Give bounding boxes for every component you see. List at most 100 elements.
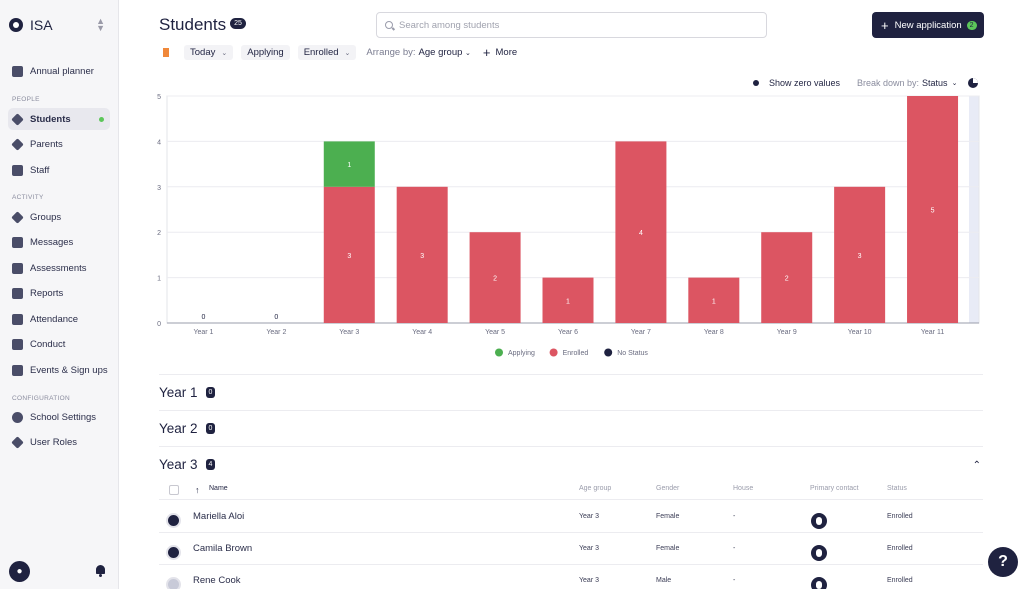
- show-zero-values-toggle[interactable]: Show zero values: [753, 76, 840, 90]
- group-label: Year 3: [159, 457, 198, 472]
- conduct-icon: [12, 338, 23, 350]
- filter-date-label: Today: [190, 46, 216, 58]
- sidebar-item-attendance[interactable]: Attendance: [8, 308, 110, 330]
- sidebar-item-staff[interactable]: Staff: [8, 159, 110, 181]
- pie-chart-icon[interactable]: [968, 78, 978, 88]
- sidebar-item-annual-planner[interactable]: Annual planner: [8, 60, 110, 82]
- sidebar-item-events[interactable]: Events & Sign ups: [8, 359, 110, 381]
- bar-value-label: 3: [858, 253, 862, 260]
- org-switcher[interactable]: ISA ▲ ▼: [9, 16, 111, 34]
- col-age-group[interactable]: Age group: [579, 485, 612, 492]
- student-name[interactable]: Rene Cook: [193, 575, 241, 586]
- sort-ascending-icon[interactable]: ↑: [195, 485, 200, 495]
- cell-gender: Male: [656, 577, 672, 584]
- org-logo-icon: [9, 18, 23, 32]
- user-avatar[interactable]: ●: [9, 561, 30, 582]
- col-name[interactable]: Name: [209, 485, 228, 492]
- bell-icon[interactable]: [95, 565, 106, 577]
- cell-status: Enrolled: [887, 545, 913, 552]
- bar-enrolled: [761, 232, 813, 323]
- filter-enrolled-label: Enrolled: [303, 46, 339, 58]
- toggle-dot: [753, 80, 759, 86]
- col-status[interactable]: Status: [887, 485, 907, 492]
- bar-enrolled: [542, 277, 594, 323]
- chevron-updown-icon[interactable]: ▲ ▼: [96, 16, 105, 33]
- group-label: Year 1: [159, 385, 198, 400]
- arrange-by-select[interactable]: Age group ⌄: [419, 47, 471, 58]
- group-row-year-3[interactable]: Year 3 4 ⌃: [159, 446, 983, 482]
- breakdown-select[interactable]: Break down by: Status ⌄: [857, 76, 957, 90]
- student-name[interactable]: Camila Brown: [193, 543, 253, 554]
- table-row[interactable]: Rene Cook Year 3 Male - Enrolled: [159, 565, 983, 589]
- search-input[interactable]: Search among students: [376, 12, 767, 38]
- chevron-down-icon: ⌄: [221, 49, 228, 57]
- col-primary-contact[interactable]: Primary contact: [810, 485, 859, 492]
- sidebar-item-label: Parents: [30, 138, 63, 150]
- filter-applying[interactable]: Applying: [241, 44, 290, 60]
- more-filters-button[interactable]: + More: [483, 45, 517, 60]
- sidebar-item-messages[interactable]: Messages: [8, 231, 110, 253]
- sidebar-item-label: User Roles: [30, 436, 77, 448]
- bar-applying: [323, 141, 375, 187]
- x-tick-label: Year 8: [704, 329, 724, 336]
- bar-value-label: 4: [639, 230, 643, 237]
- x-tick-label: Year 7: [631, 329, 651, 336]
- col-gender[interactable]: Gender: [656, 485, 680, 492]
- group-row-year-2[interactable]: Year 2 0: [159, 410, 983, 446]
- col-house[interactable]: House: [733, 485, 754, 492]
- table-row[interactable]: Camila Brown Year 3 Female - Enrolled: [159, 533, 983, 565]
- chevron-up-icon[interactable]: ⌃: [972, 460, 981, 471]
- student-name[interactable]: Mariella Aloi: [193, 511, 245, 522]
- org-name: ISA: [30, 17, 53, 33]
- sidebar-item-label: Conduct: [30, 338, 66, 350]
- x-tick-label: Year 5: [485, 329, 505, 336]
- y-tick-label: 1: [157, 276, 161, 283]
- bookmark-icon[interactable]: [163, 47, 169, 57]
- sidebar-item-parents[interactable]: Parents: [8, 133, 110, 155]
- filter-applying-label: Applying: [247, 46, 284, 58]
- cell-age-group: Year 3: [579, 545, 599, 552]
- select-all-checkbox[interactable]: [169, 485, 179, 495]
- primary-contact-avatar[interactable]: [811, 577, 827, 589]
- filter-date[interactable]: Today ⌄: [184, 44, 234, 60]
- bar-enrolled: [834, 186, 886, 323]
- x-tick-label: Year 1: [193, 329, 213, 336]
- primary-contact-avatar[interactable]: [811, 513, 827, 529]
- sidebar-item-reports[interactable]: Reports: [8, 282, 110, 304]
- sidebar-item-user-roles[interactable]: User Roles: [8, 431, 110, 453]
- new-application-label: New application: [894, 19, 962, 31]
- cell-status: Enrolled: [887, 577, 913, 584]
- help-button[interactable]: ?: [988, 547, 1018, 577]
- settings-icon: [12, 411, 23, 423]
- cell-house: -: [733, 577, 736, 584]
- sidebar-item-groups[interactable]: Groups: [8, 206, 110, 228]
- page-title-text: Students: [159, 15, 227, 34]
- primary-contact-avatar[interactable]: [811, 545, 827, 561]
- bar-enrolled: [323, 186, 375, 323]
- group-row-year-1[interactable]: Year 1 0: [159, 374, 983, 410]
- section-label-activity: ACTIVITY: [12, 194, 44, 201]
- table-row[interactable]: Mariella Aloi Year 3 Female - Enrolled: [159, 501, 983, 533]
- filter-enrolled[interactable]: Enrolled ⌄: [297, 44, 357, 60]
- y-tick-label: 5: [157, 94, 161, 101]
- sidebar-item-assessments[interactable]: Assessments: [8, 257, 110, 279]
- student-avatar: [166, 513, 181, 528]
- legend-label: Enrolled: [563, 350, 589, 357]
- group-label: Year 2: [159, 421, 198, 436]
- staff-icon: [12, 164, 23, 176]
- new-application-button[interactable]: + New application 2: [872, 12, 984, 38]
- legend-label: Applying: [508, 350, 535, 357]
- calendar-icon: [12, 65, 23, 77]
- x-tick-label: Year 11: [921, 329, 944, 336]
- group-count-badge: 0: [205, 423, 216, 434]
- legend-swatch: [549, 348, 558, 357]
- page-title: Students 25: [159, 15, 246, 35]
- sidebar-item-label: Reports: [30, 287, 64, 299]
- bar-value-label: 1: [712, 298, 716, 305]
- sidebar-item-school-settings[interactable]: School Settings: [8, 406, 110, 428]
- sidebar-item-students[interactable]: Students: [8, 108, 110, 130]
- sidebar-item-label: Staff: [30, 164, 50, 176]
- bar-value-label: 3: [420, 253, 424, 260]
- sidebar-item-conduct[interactable]: Conduct: [8, 333, 110, 355]
